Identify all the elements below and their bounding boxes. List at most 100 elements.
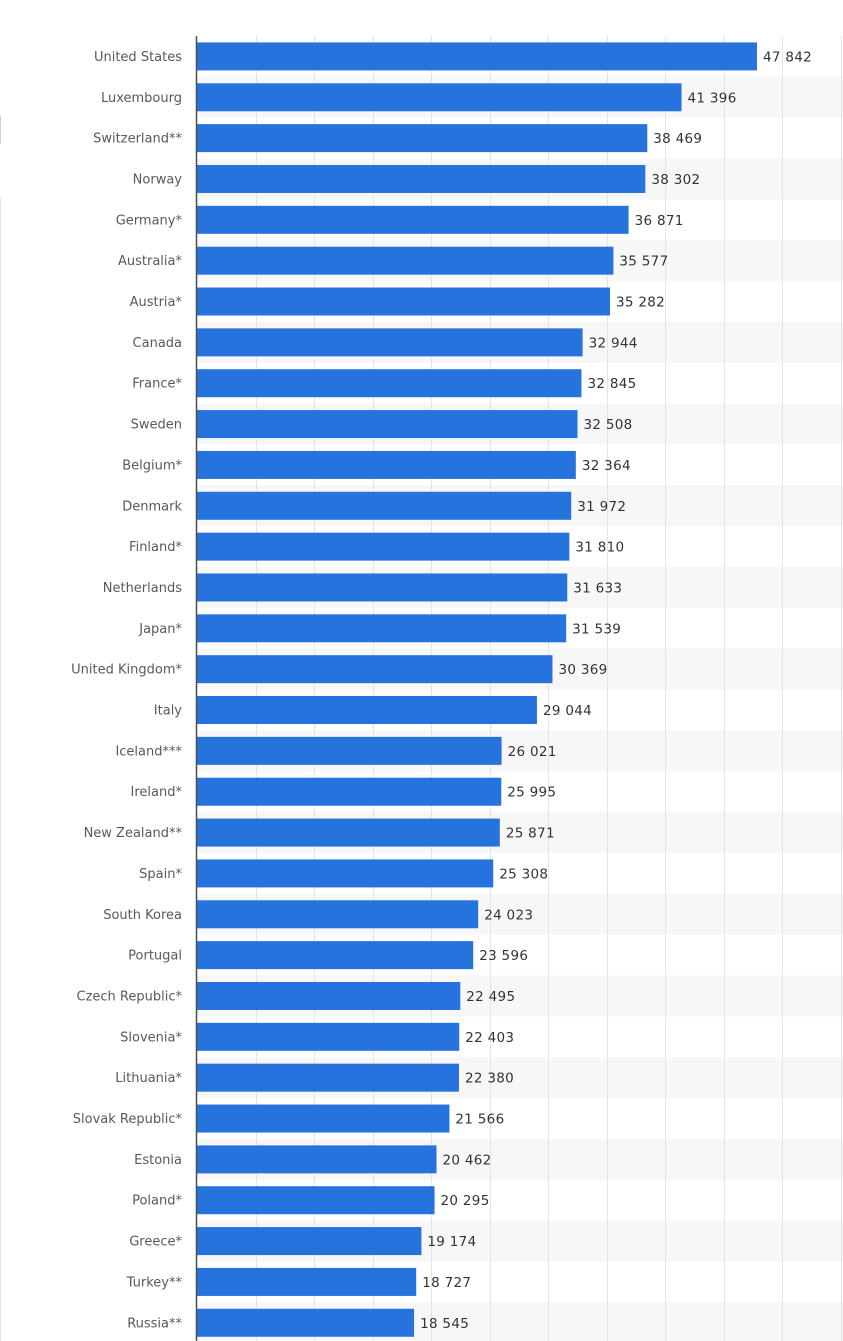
- value-label: 35 577: [619, 254, 668, 270]
- value-label: 18 545: [420, 1316, 469, 1332]
- value-label: 22 495: [466, 989, 515, 1005]
- bar[interactable]: [197, 1267, 417, 1296]
- category-label: Austria*: [130, 295, 183, 310]
- bar[interactable]: [197, 696, 537, 725]
- value-label: 32 508: [584, 417, 633, 433]
- value-label: 38 302: [651, 172, 700, 188]
- bar[interactable]: [197, 83, 682, 112]
- value-label: 36 871: [635, 213, 684, 229]
- value-label: 22 403: [465, 1030, 514, 1046]
- value-label: 23 596: [479, 948, 528, 964]
- bar[interactable]: [197, 900, 479, 929]
- value-label: 20 462: [443, 1152, 492, 1168]
- category-label: Iceland***: [115, 744, 182, 759]
- category-label: Sweden: [131, 418, 182, 433]
- bar[interactable]: [197, 287, 610, 316]
- bar[interactable]: [197, 818, 500, 847]
- category-label: Spain*: [139, 867, 182, 882]
- category-label: Ireland*: [131, 785, 183, 800]
- bar[interactable]: [197, 777, 502, 806]
- value-label: 26 021: [508, 744, 557, 760]
- frame-edge-segment: [0, 116, 1, 144]
- category-label: United States: [94, 50, 182, 65]
- bar[interactable]: [197, 736, 502, 765]
- bar[interactable]: [197, 573, 568, 602]
- category-label: Lithuania*: [115, 1071, 182, 1086]
- category-label: France*: [132, 377, 182, 392]
- category-label: Luxembourg: [101, 91, 182, 106]
- category-label: Slovak Republic*: [73, 1112, 183, 1127]
- bar[interactable]: [197, 42, 757, 71]
- frame-edge-segment: [0, 198, 1, 1341]
- value-label: 31 972: [577, 499, 626, 515]
- value-label: 32 944: [589, 335, 638, 351]
- category-label: Denmark: [122, 499, 182, 514]
- value-label: 31 539: [572, 621, 621, 637]
- category-label: Italy: [154, 704, 183, 719]
- bar[interactable]: [197, 859, 494, 888]
- bar[interactable]: [197, 1104, 450, 1133]
- value-label: 25 871: [506, 826, 555, 842]
- bar[interactable]: [197, 1022, 460, 1051]
- bars: [197, 42, 757, 1337]
- bar[interactable]: [197, 205, 629, 234]
- category-label: Australia*: [118, 254, 183, 269]
- value-label: 19 174: [427, 1234, 476, 1250]
- bar[interactable]: [197, 369, 582, 398]
- value-labels: 47 842 41 396 38 469 38 302 36 871 35 577 35 2…: [420, 49, 812, 1331]
- category-label: United Kingdom*: [71, 663, 182, 678]
- category-label: Slovenia*: [120, 1030, 182, 1045]
- category-label: Belgium*: [122, 458, 182, 473]
- category-label: Canada: [133, 336, 182, 351]
- value-label: 41 396: [688, 90, 737, 106]
- category-label: Norway: [133, 172, 183, 187]
- value-label: 31 810: [575, 540, 624, 556]
- value-label: 18 727: [422, 1275, 471, 1291]
- category-label: Netherlands: [103, 581, 182, 596]
- value-label: 29 044: [543, 703, 592, 719]
- bar[interactable]: [197, 941, 474, 970]
- category-label: Germany*: [116, 213, 183, 228]
- value-label: 31 633: [573, 580, 622, 596]
- bar[interactable]: [197, 1227, 422, 1256]
- value-label: 25 308: [499, 866, 548, 882]
- bar[interactable]: [197, 1063, 459, 1092]
- bar[interactable]: [197, 614, 567, 643]
- category-label: New Zealand**: [84, 826, 183, 841]
- value-label: 22 380: [465, 1071, 514, 1087]
- category-label: Japan*: [138, 622, 182, 637]
- bar[interactable]: [197, 1308, 415, 1337]
- bar[interactable]: [197, 450, 576, 479]
- category-label: Greece*: [129, 1235, 182, 1250]
- value-label: 20 295: [441, 1193, 490, 1209]
- bar[interactable]: [197, 491, 572, 520]
- value-label: 21 566: [455, 1112, 504, 1128]
- value-label: 30 369: [558, 662, 607, 678]
- category-label: Portugal: [128, 949, 182, 964]
- bar[interactable]: [197, 410, 578, 439]
- category-labels: United States Luxembourg Switzerland** Norw…: [71, 50, 182, 1331]
- category-label: Poland*: [132, 1194, 182, 1209]
- category-label: Czech Republic*: [77, 989, 183, 1004]
- category-label: Estonia: [134, 1153, 182, 1168]
- value-label: 38 469: [653, 131, 702, 147]
- bar[interactable]: [197, 328, 583, 357]
- bar[interactable]: [197, 532, 570, 561]
- category-label: Russia**: [127, 1316, 182, 1331]
- value-label: 35 282: [616, 295, 665, 311]
- bar[interactable]: [197, 1145, 437, 1174]
- value-label: 32 845: [587, 376, 636, 392]
- category-label: South Korea: [103, 908, 182, 923]
- bar[interactable]: [197, 655, 553, 684]
- bar[interactable]: [197, 246, 614, 275]
- category-label: Turkey**: [126, 1275, 183, 1290]
- value-label: 24 023: [484, 907, 533, 923]
- value-label: 47 842: [763, 49, 812, 65]
- category-label: Switzerland**: [93, 132, 182, 147]
- bar[interactable]: [197, 1186, 435, 1215]
- bar[interactable]: [197, 981, 461, 1010]
- bar[interactable]: [197, 124, 648, 153]
- bar[interactable]: [197, 164, 646, 193]
- value-label: 25 995: [507, 785, 556, 801]
- value-label: 32 364: [582, 458, 631, 474]
